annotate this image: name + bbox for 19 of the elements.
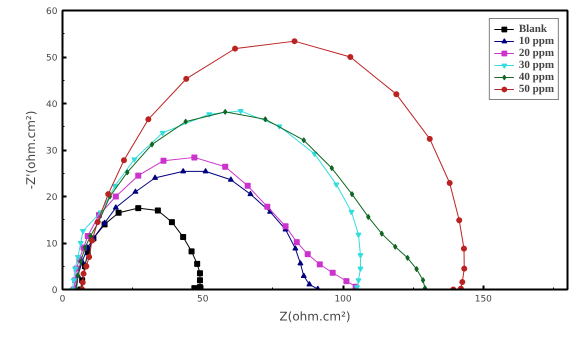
y-tick-label: 40 [46,100,58,110]
x-tick-label: 0 [60,294,66,304]
x-tick-label: 100 [334,294,352,304]
legend-label: 50 ppm [518,83,554,95]
y-tick-label: 60 [46,7,58,17]
y-axis-title: -Z'(ohm.cm²) [24,110,38,190]
y-tick-label: 50 [46,54,58,64]
legend-label: 20 ppm [518,47,554,59]
y-tick-label: 10 [46,240,58,250]
y-tick-label: 30 [46,146,58,156]
x-axis-title: Z(ohm.cm²) [279,310,351,324]
legend-label: 10 ppm [518,35,554,47]
legend-label: 30 ppm [518,59,554,71]
x-tick-label: 50 [197,294,209,304]
y-tick-label: 0 [52,286,58,296]
y-tick-label: 20 [46,193,58,203]
legend-label: 40 ppm [518,71,554,83]
x-tick-label: 150 [474,294,492,304]
legend-label: Blank [518,23,547,35]
